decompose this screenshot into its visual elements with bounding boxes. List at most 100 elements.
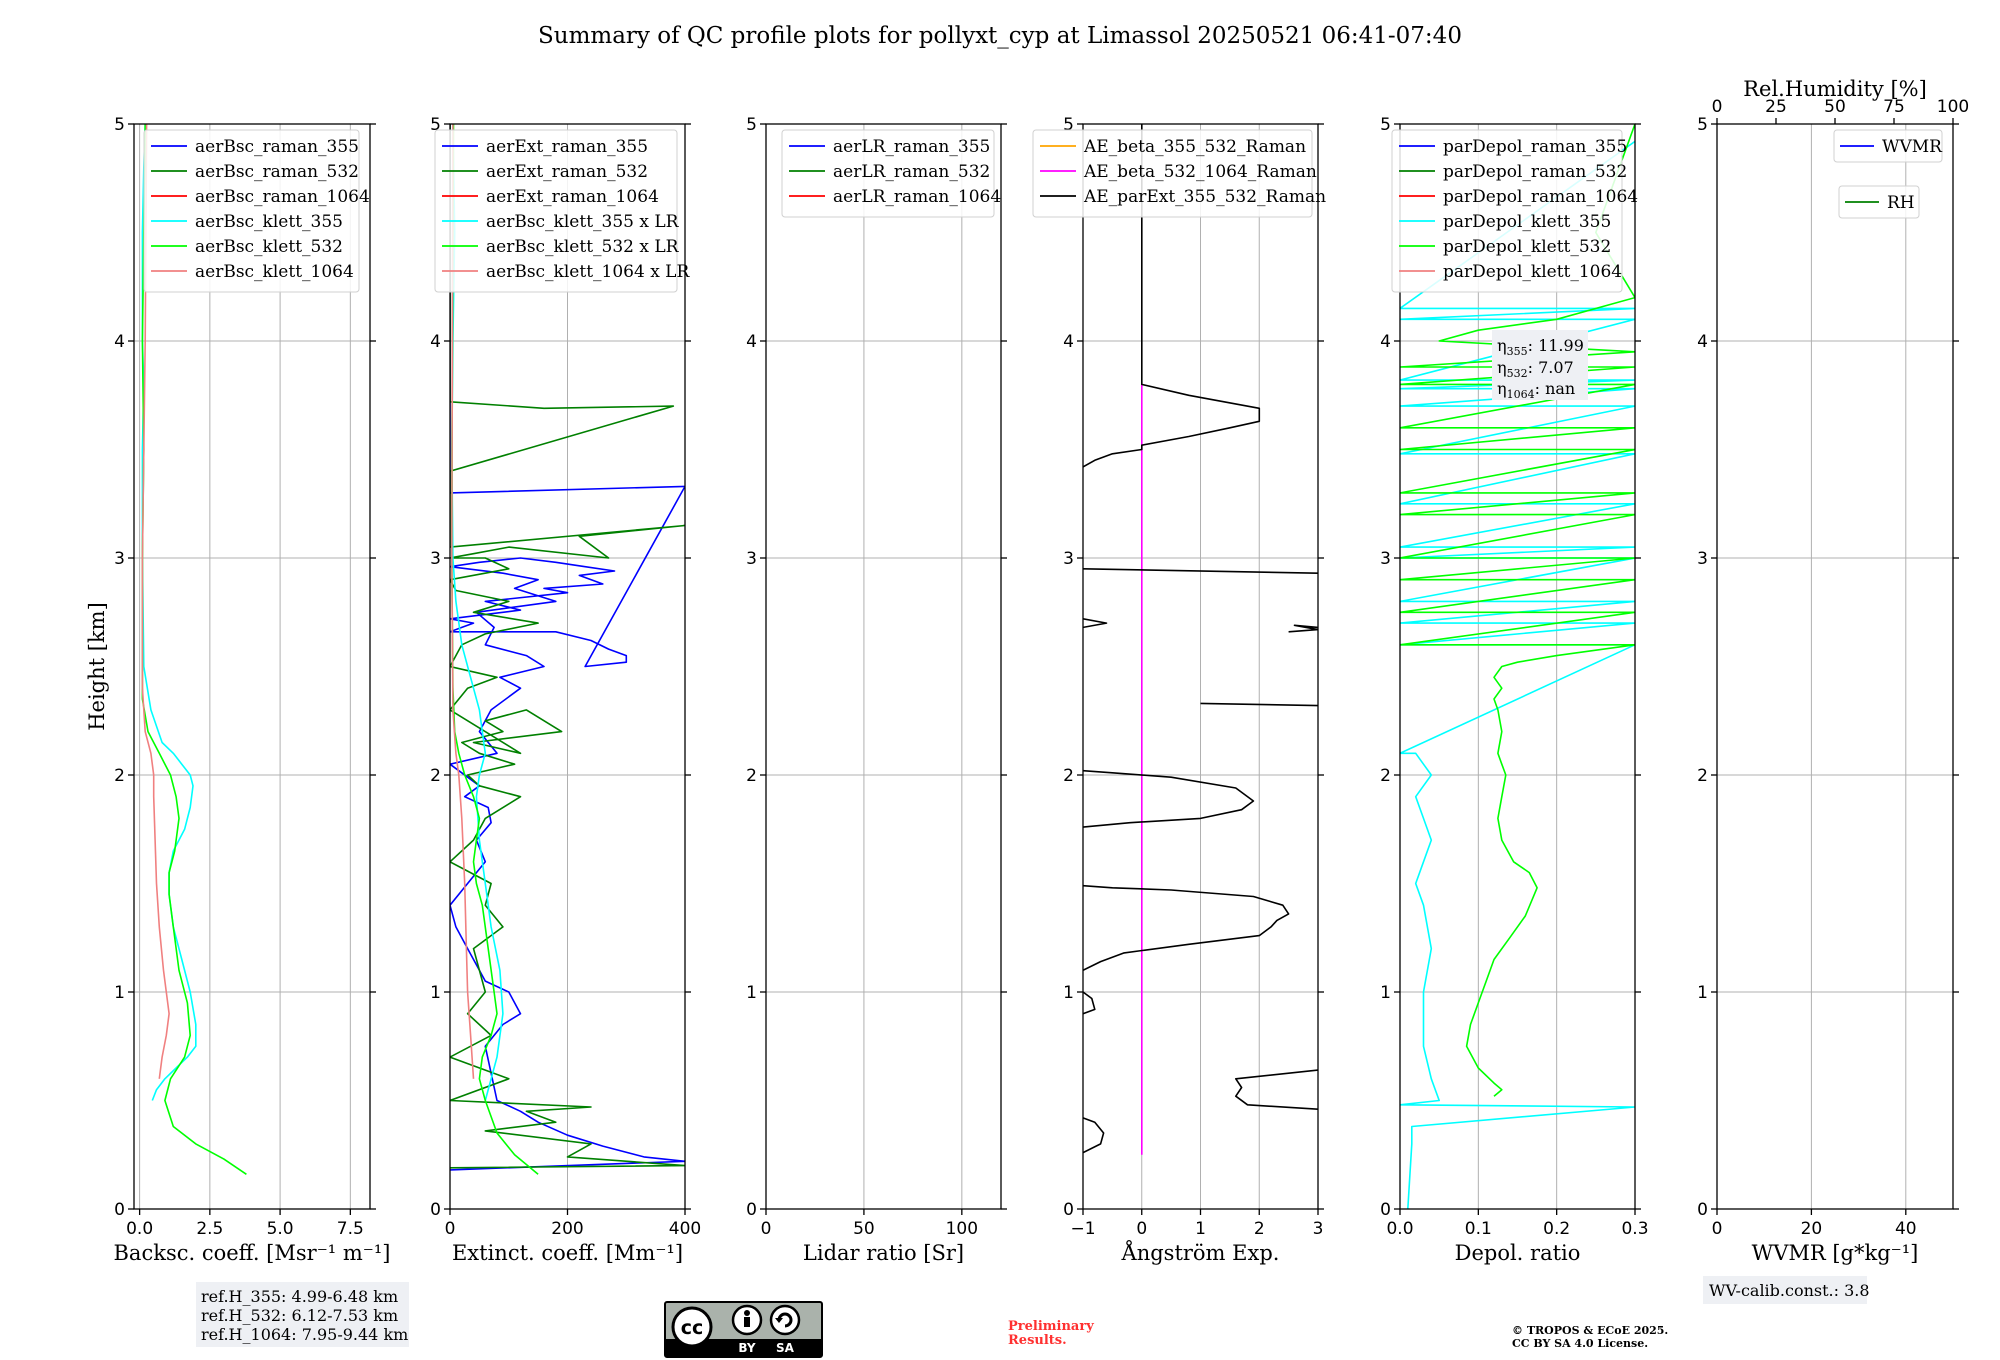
ref-height-355: ref.H_355: 4.99-6.48 km <box>201 1287 398 1306</box>
y-tick-label: 0 <box>1697 1200 1708 1220</box>
series-ae-parext-355-532-raman <box>1083 124 1318 1154</box>
y-tick-label: 2 <box>114 766 125 786</box>
x-tick-label: 3 <box>1313 1219 1324 1239</box>
legend: WVMR RH <box>1833 129 1943 219</box>
axes-frame <box>133 123 371 1210</box>
series-aerext-raman-532 <box>450 124 685 1169</box>
top-x-tick-label: 0 <box>1712 97 1723 117</box>
x-axis-label: Depol. ratio <box>1455 1241 1581 1265</box>
y-tick-label: 2 <box>1380 766 1391 786</box>
figure-title: Summary of QC profile plots for pollyxt_… <box>538 23 1462 49</box>
y-tick-label: 2 <box>746 766 757 786</box>
y-axis-label: Height [km] <box>85 602 109 731</box>
copyright-line-1: © TROPOS & ECoE 2025. <box>1512 1324 1668 1337</box>
legend-label: aerBsc_klett_532 x LR <box>486 237 680 257</box>
legend-label: RH <box>1887 193 1915 213</box>
legend-label: aerBsc_raman_532 <box>195 162 359 182</box>
x-tick-label: 2 <box>1254 1219 1265 1239</box>
x-tick-label: 7.5 <box>337 1219 364 1239</box>
svg-text:cc: cc <box>681 1317 704 1339</box>
top-x-tick-label: 50 <box>1824 97 1846 117</box>
y-tick-label: 5 <box>746 115 757 135</box>
legend-label: parDepol_klett_532 <box>1443 237 1611 257</box>
eta-1064: η1064: nan <box>1497 379 1575 401</box>
legend-label: parDepol_klett_1064 <box>1443 262 1622 282</box>
legend-label: parDepol_raman_532 <box>1443 162 1627 182</box>
x-axis-label: Extinct. coeff. [Mm⁻¹] <box>452 1241 683 1265</box>
y-tick-label: 2 <box>1697 766 1708 786</box>
y-tick-label: 5 <box>114 115 125 135</box>
x-axis-label: Lidar ratio [Sr] <box>803 1241 964 1265</box>
y-tick-label: 4 <box>1063 332 1074 352</box>
legend-label: aerLR_raman_532 <box>833 162 990 182</box>
x-tick-label: 0.0 <box>126 1219 153 1239</box>
axes-frame <box>1399 123 1636 1210</box>
legend-label: AE_beta_355_532_Raman <box>1083 137 1306 157</box>
legend-label: WVMR <box>1882 137 1943 157</box>
x-tick-label: 0.3 <box>1621 1219 1648 1239</box>
legend: AE_beta_355_532_Raman AE_beta_532_1064_Ra… <box>1032 129 1326 218</box>
x-tick-label: 100 <box>946 1219 978 1239</box>
y-tick-label: 5 <box>1697 115 1708 135</box>
legend-label: aerBsc_raman_1064 <box>195 187 370 207</box>
y-tick-label: 4 <box>746 332 757 352</box>
legend-label: aerBsc_klett_1064 <box>195 262 354 282</box>
x-tick-label: 0.2 <box>1543 1219 1570 1239</box>
eta-355: η355: 11.99 <box>1497 336 1584 358</box>
x-tick-label: 0 <box>445 1219 456 1239</box>
preliminary-line-1: Preliminary <box>1008 1319 1094 1334</box>
axes-frame <box>1716 123 1954 1210</box>
x-axis-label: Ångström Exp. <box>1121 1240 1280 1265</box>
y-tick-label: 1 <box>1697 983 1708 1003</box>
ref-height-1064: ref.H_1064: 7.95-9.44 km <box>201 1325 408 1344</box>
y-tick-label: 0 <box>430 1200 441 1220</box>
y-tick-label: 5 <box>1380 115 1391 135</box>
y-tick-label: 0 <box>746 1200 757 1220</box>
x-tick-label: 5.0 <box>267 1219 294 1239</box>
wv-calib-text: WV-calib.const.: 3.8 <box>1709 1281 1870 1300</box>
legend: aerLR_raman_355 aerLR_raman_532 aerLR_rama… <box>781 129 1001 218</box>
y-tick-label: 4 <box>114 332 125 352</box>
y-tick-label: 3 <box>1380 549 1391 569</box>
top-x-tick-label: 25 <box>1765 97 1787 117</box>
y-tick-label: 4 <box>430 332 441 352</box>
cc-license-badge: cc BY SA <box>664 1301 823 1358</box>
svg-text:SA: SA <box>776 1341 795 1355</box>
eta-532: η532: 7.07 <box>1497 358 1574 380</box>
y-tick-label: 3 <box>1063 549 1074 569</box>
legend-label: parDepol_raman_1064 <box>1443 187 1638 207</box>
y-tick-label: 3 <box>114 549 125 569</box>
series-aerbsc-klett-1064-x-lr <box>451 124 475 1079</box>
legend-label: aerBsc_klett_355 x LR <box>486 212 680 232</box>
y-tick-label: 1 <box>114 983 125 1003</box>
x-tick-label: 0.0 <box>1386 1219 1413 1239</box>
y-tick-label: 2 <box>430 766 441 786</box>
legend-label: AE_parExt_355_532_Raman <box>1083 187 1326 207</box>
sa-icon <box>769 1304 801 1336</box>
x-tick-label: 0 <box>761 1219 772 1239</box>
x-tick-label: 2.5 <box>196 1219 223 1239</box>
series-pardepol-klett-532 <box>1400 124 1635 1097</box>
y-tick-label: 3 <box>430 549 441 569</box>
y-tick-label: 2 <box>1063 766 1074 786</box>
legend-label: AE_beta_532_1064_Raman <box>1083 162 1317 182</box>
y-tick-label: 1 <box>1063 983 1074 1003</box>
y-tick-label: 0 <box>114 1200 125 1220</box>
svg-text:η532: 7.07: η532: 7.07 <box>1497 358 1574 380</box>
legend-label: aerLR_raman_355 <box>833 137 990 157</box>
ref-height-box <box>196 1282 409 1347</box>
series-aerbsc-klett-1064 <box>141 124 170 1079</box>
y-tick-label: 4 <box>1380 332 1391 352</box>
y-tick-label: 0 <box>1063 1200 1074 1220</box>
legend-label: aerExt_raman_355 <box>486 137 648 157</box>
wv-calib-box <box>1703 1276 1867 1304</box>
x-tick-label: 20 <box>1801 1219 1823 1239</box>
x-tick-label: 0 <box>1136 1219 1147 1239</box>
y-tick-label: 0 <box>1380 1200 1391 1220</box>
copyright-line-2: CC BY SA 4.0 License. <box>1512 1337 1648 1350</box>
legend-label: parDepol_klett_355 <box>1443 212 1611 232</box>
x-tick-label: 400 <box>669 1219 701 1239</box>
